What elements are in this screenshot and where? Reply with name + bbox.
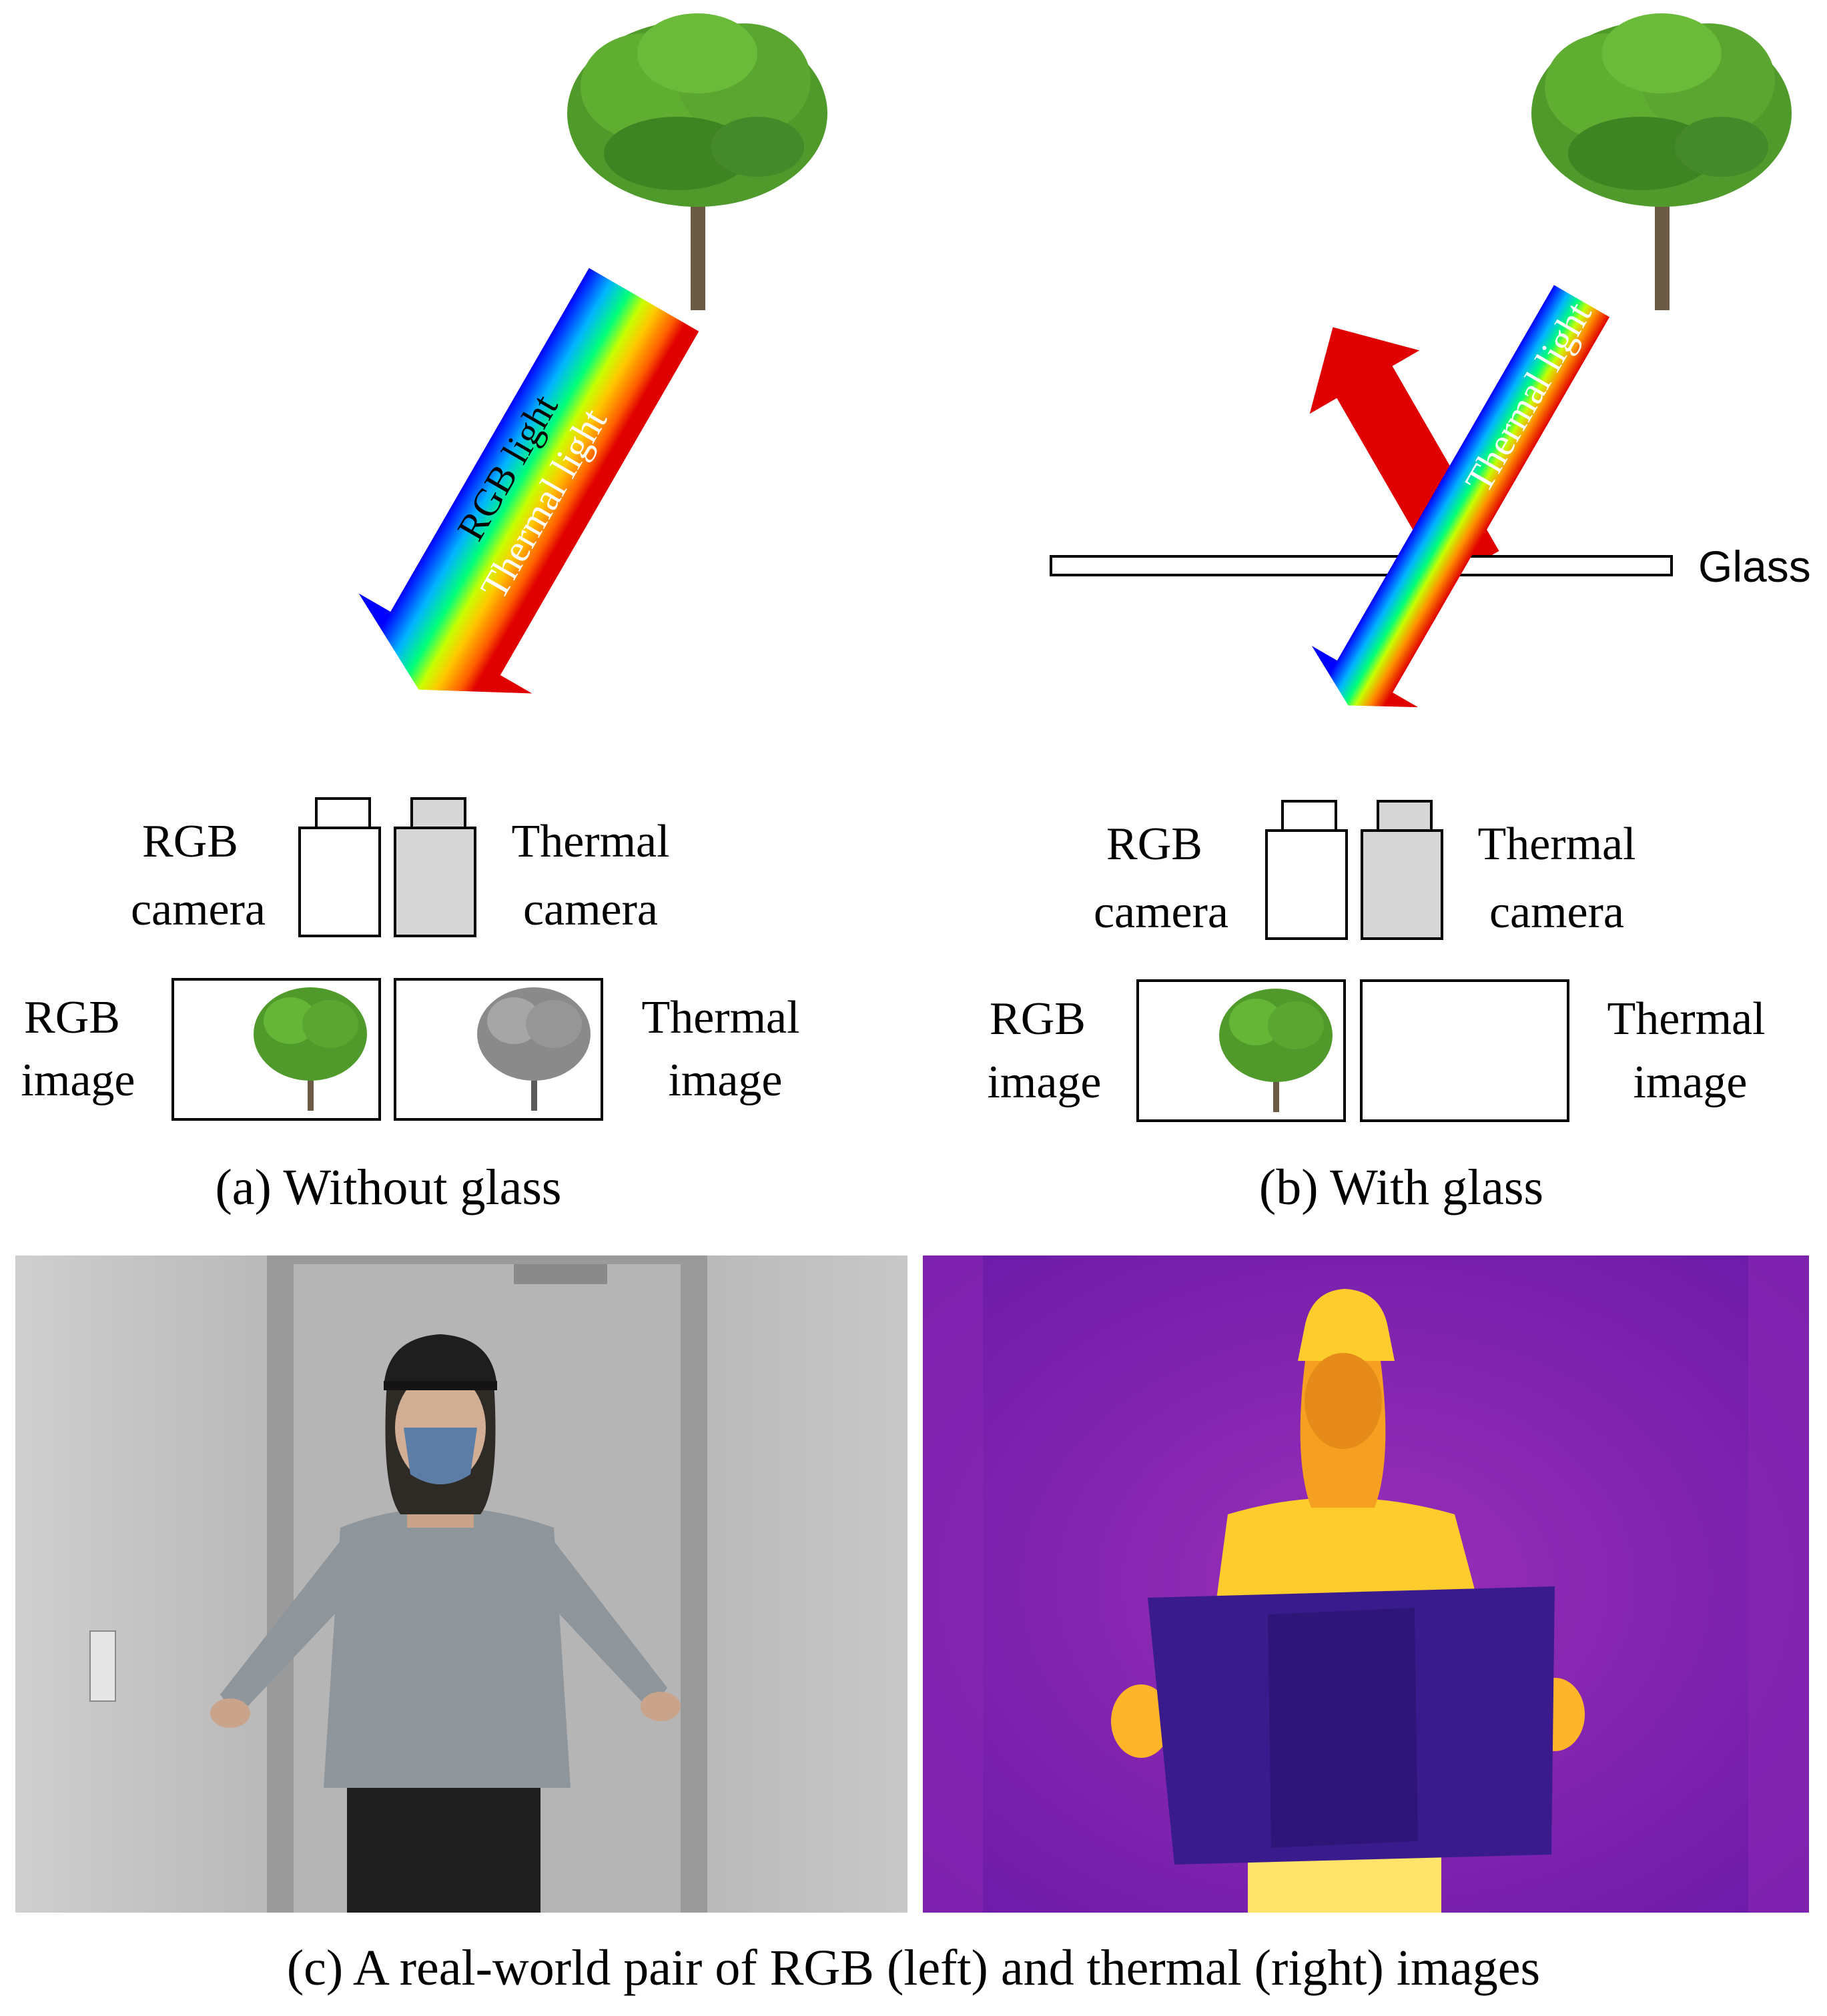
tree-icon — [1219, 989, 1333, 1112]
rgb-camera-label-1: RGB — [1106, 819, 1202, 870]
rgb-photo — [15, 1255, 907, 1913]
panel-b: Glass Thermal light RGB camera Thermal c… — [987, 13, 1811, 1215]
panel-c: (c) A real-world pair of RGB (left) and … — [15, 1255, 1809, 1996]
rgb-image-label-1: RGB — [990, 993, 1086, 1045]
tree-icon — [567, 13, 827, 310]
tree-icon — [1531, 13, 1792, 310]
rgb-image-label-1: RGB — [24, 992, 120, 1043]
tree-icon — [254, 987, 367, 1111]
thermal-camera-icon — [1361, 800, 1443, 940]
thermal-image-label-2: image — [668, 1055, 782, 1106]
rgb-camera-label-2: camera — [1094, 887, 1228, 938]
person-thermal — [1111, 1289, 1585, 1913]
thermal-image-frame — [1360, 979, 1569, 1122]
rgb-image-label-2: image — [987, 1057, 1101, 1108]
thermal-camera-label-1: Thermal — [511, 816, 669, 867]
thermal-camera-label-2: camera — [523, 884, 658, 935]
thermal-image-label-1: Thermal — [641, 992, 799, 1043]
rgb-image-frame — [1136, 979, 1346, 1122]
thermal-camera-label-2: camera — [1489, 887, 1624, 938]
glass-label: Glass — [1698, 542, 1811, 591]
tree-icon — [477, 987, 591, 1111]
person — [210, 1334, 681, 1913]
thermal-camera-label-1: Thermal — [1477, 819, 1635, 870]
rgb-camera-label-2: camera — [131, 884, 266, 935]
rgb-camera-icon — [1265, 800, 1348, 940]
thermal-photo — [923, 1255, 1809, 1913]
light-ray-arrow: RGB light Thermal light — [358, 268, 699, 694]
thermal-light-label: Thermal light — [1457, 295, 1600, 500]
glass-pane — [1050, 555, 1673, 576]
caption-a: (a) Without glass — [215, 1159, 561, 1215]
thermal-image-label-1: Thermal — [1607, 993, 1765, 1045]
rgb-image-label-2: image — [21, 1055, 135, 1106]
thermal-camera-icon — [394, 797, 476, 937]
caption-c: (c) A real-world pair of RGB (left) and … — [287, 1940, 1540, 1996]
rgb-image-frame — [171, 978, 381, 1121]
thermal-image-label-2: image — [1633, 1057, 1747, 1108]
rgb-camera-icon — [298, 797, 381, 937]
rgb-camera-label-1: RGB — [142, 816, 238, 867]
panel-a: RGB light Thermal light RGB camera Therm… — [21, 13, 827, 1215]
thermal-image-frame — [394, 978, 603, 1121]
caption-b: (b) With glass — [1259, 1159, 1543, 1215]
